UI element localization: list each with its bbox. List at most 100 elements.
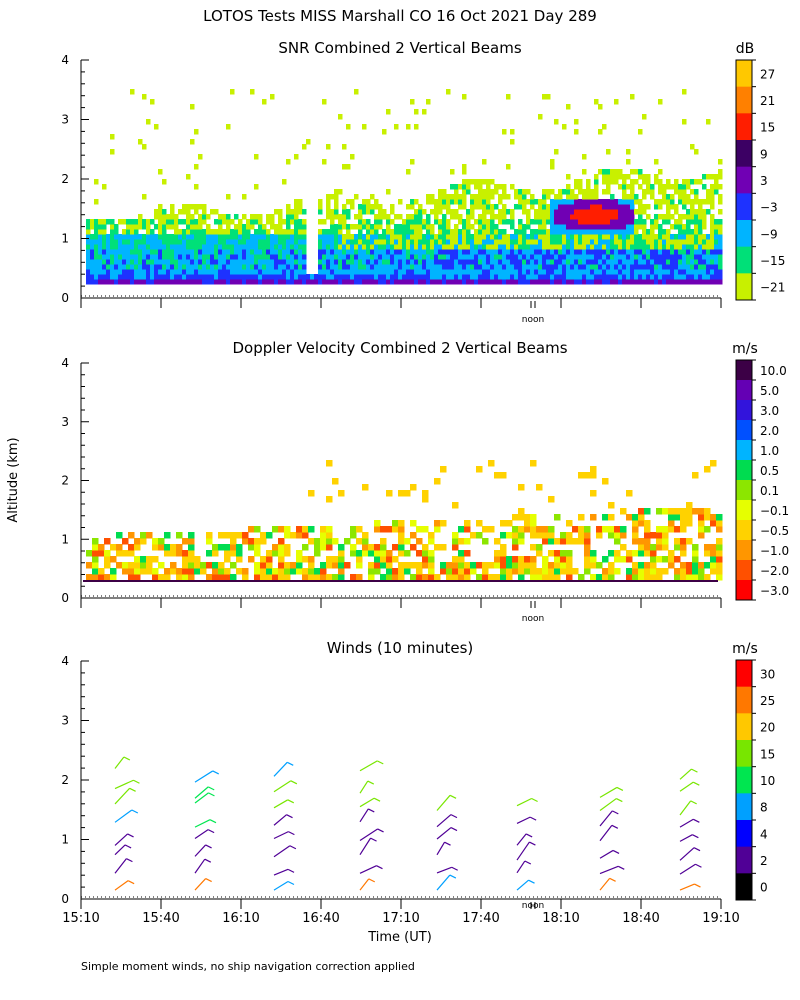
doppler-cell <box>224 568 231 575</box>
colorbar-label: 3 <box>760 174 768 188</box>
snr-cell <box>626 199 631 205</box>
snr-cell <box>690 239 695 245</box>
snr-cell <box>698 269 703 275</box>
snr-cell <box>226 224 231 230</box>
snr-cell <box>522 269 527 275</box>
doppler-cell <box>326 460 333 467</box>
snr-cell <box>546 264 551 270</box>
snr-cell <box>422 234 427 240</box>
snr-cell <box>278 259 283 265</box>
snr-cell <box>518 234 523 240</box>
doppler-cell <box>458 538 465 545</box>
snr-cell <box>634 169 639 175</box>
snr-cell <box>454 229 459 235</box>
snr-cell <box>278 219 283 225</box>
snr-cell <box>374 229 379 235</box>
snr-cell <box>654 159 659 165</box>
snr-cell <box>170 269 175 275</box>
snr-cell <box>154 279 159 285</box>
snr-cell <box>598 269 603 275</box>
snr-cell <box>374 249 379 255</box>
doppler-cell <box>530 562 537 569</box>
snr-cell <box>274 269 279 275</box>
snr-cell <box>506 264 511 270</box>
snr-cell <box>530 239 535 245</box>
snr-cell <box>366 269 371 275</box>
snr-cell <box>658 99 663 105</box>
snr-cell <box>158 239 163 245</box>
wind-barb <box>516 833 527 846</box>
colorbar-label: 9 <box>760 147 768 161</box>
snr-cell <box>142 144 147 150</box>
doppler-cell <box>422 574 429 581</box>
snr-cell <box>462 164 467 170</box>
snr-cell <box>478 239 483 245</box>
snr-cell <box>178 229 183 235</box>
snr-cell <box>126 269 131 275</box>
snr-cell <box>258 254 263 260</box>
snr-cell <box>106 239 111 245</box>
doppler-cell <box>164 544 171 551</box>
doppler-cell <box>470 532 477 539</box>
snr-cell <box>274 254 279 260</box>
snr-cell <box>682 194 687 200</box>
snr-cell <box>206 254 211 260</box>
snr-cell <box>542 259 547 265</box>
colorbar-label: −0.5 <box>760 524 789 538</box>
snr-cell <box>106 254 111 260</box>
snr-cell <box>626 234 631 240</box>
snr-cell <box>342 264 347 270</box>
snr-cell <box>206 224 211 230</box>
colorbar-swatch <box>736 820 752 848</box>
snr-cell <box>482 249 487 255</box>
snr-cell <box>578 254 583 260</box>
snr-cell <box>358 269 363 275</box>
snr-cell <box>626 264 631 270</box>
snr-cell <box>534 229 539 235</box>
y-tick-label: 0 <box>61 591 69 605</box>
snr-cell <box>494 214 499 220</box>
colorbar-swatch <box>736 460 752 481</box>
snr-cell <box>606 174 611 180</box>
snr-cell <box>570 199 575 205</box>
snr-cell <box>614 279 619 285</box>
snr-cell <box>594 249 599 255</box>
snr-cell <box>258 259 263 265</box>
snr-cell <box>470 239 475 245</box>
doppler-cell <box>320 526 327 533</box>
doppler-cell <box>596 532 603 539</box>
doppler-cell <box>428 550 435 557</box>
snr-cell <box>242 269 247 275</box>
snr-cell <box>482 244 487 250</box>
wind-barb <box>599 877 611 891</box>
doppler-cell <box>434 544 441 551</box>
snr-cell <box>154 209 159 215</box>
doppler-cell <box>608 574 615 581</box>
snr-cell <box>286 209 291 215</box>
snr-cell <box>678 259 683 265</box>
snr-cell <box>542 204 547 210</box>
snr-cell <box>566 259 571 265</box>
doppler-cell <box>506 520 513 527</box>
snr-cell <box>254 244 259 250</box>
snr-cell <box>550 214 555 220</box>
doppler-cell <box>338 490 345 497</box>
snr-cell <box>622 174 627 180</box>
snr-cell <box>214 244 219 250</box>
snr-cell <box>122 249 127 255</box>
snr-cell <box>662 194 667 200</box>
snr-cell <box>322 264 327 270</box>
doppler-cell <box>194 562 201 569</box>
colorbar-swatch <box>736 220 752 248</box>
snr-cell <box>710 264 715 270</box>
snr-cell <box>174 239 179 245</box>
snr-cell <box>130 269 135 275</box>
snr-cell <box>438 249 443 255</box>
snr-cell <box>170 209 175 215</box>
snr-cell <box>618 219 623 225</box>
snr-cell <box>602 279 607 285</box>
snr-cell <box>582 194 587 200</box>
snr-cell <box>174 254 179 260</box>
snr-cell <box>706 264 711 270</box>
snr-cell <box>490 214 495 220</box>
